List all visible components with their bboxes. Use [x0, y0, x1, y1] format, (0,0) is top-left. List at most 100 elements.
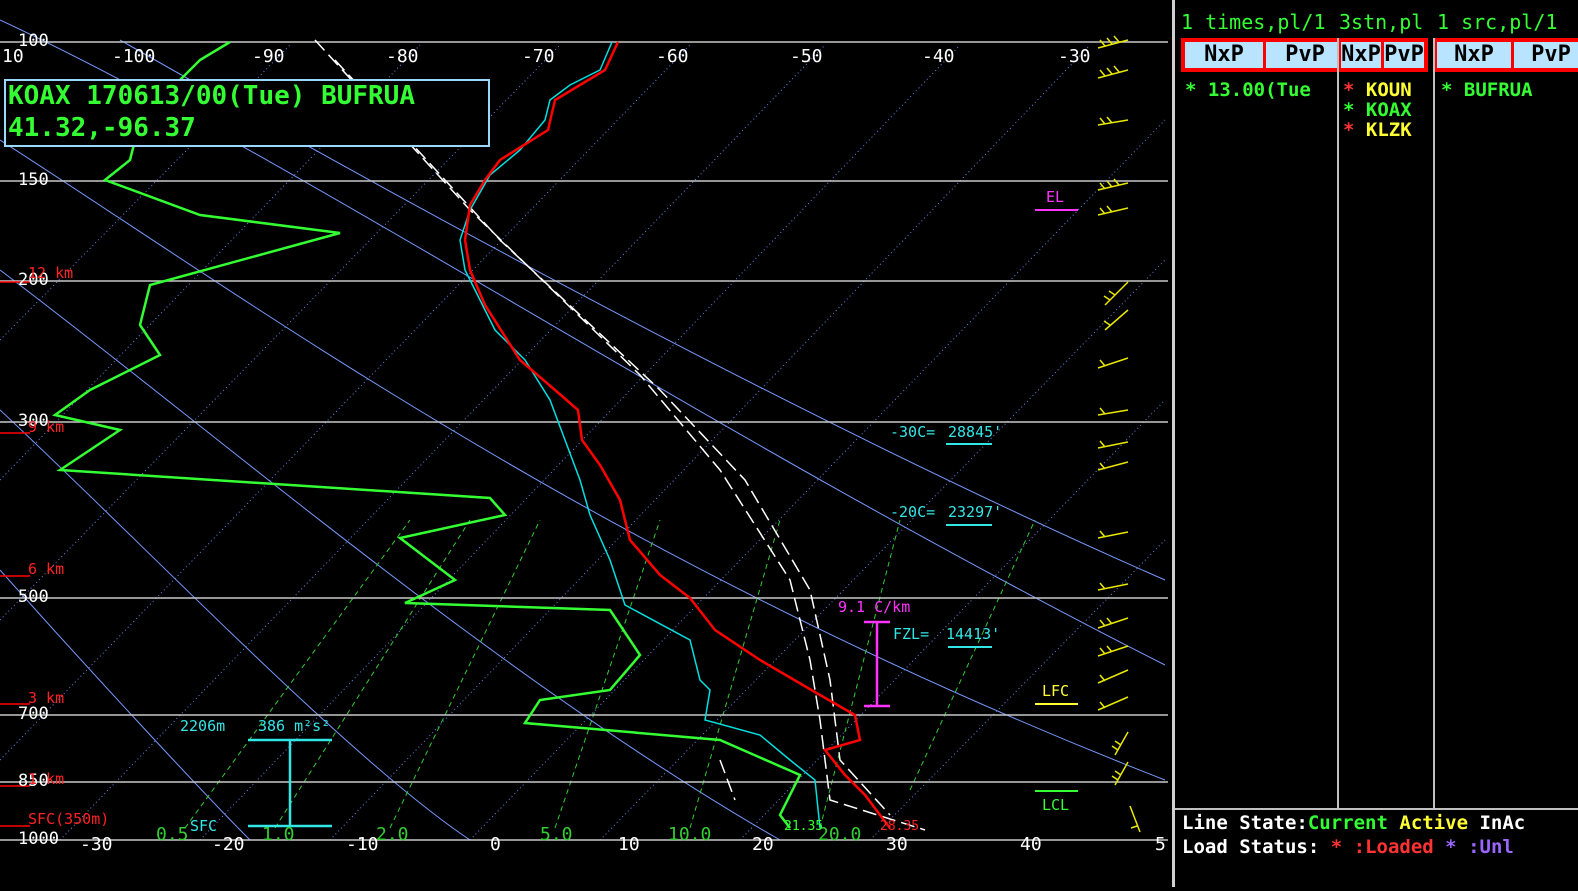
times-list: * 13.00(Tue	[1185, 80, 1311, 100]
height-ticks	[0, 281, 30, 827]
lapse-rate-label: 9.1 C/km	[838, 598, 910, 616]
mixing-ratio-label: 0.5	[156, 824, 189, 845]
annotations: EL LFC LCL -30C= 28845' -20C= 23297' FZL…	[180, 188, 1069, 835]
bullet: *	[1330, 836, 1343, 858]
wind-barbs	[1097, 35, 1141, 833]
bullet: *	[1343, 99, 1355, 121]
line-state-active: Active	[1399, 812, 1469, 834]
bottom-temp-labels: -30 -20 -10 0 10 20 30 40 5	[80, 834, 1166, 855]
top-temp-label: -40	[922, 46, 955, 67]
minus20-value: 23297'	[948, 503, 1002, 521]
top-temp-label: -70	[522, 46, 555, 67]
stations-buttons: NxP PvP	[1337, 38, 1428, 72]
sources-next-button[interactable]: NxP	[1437, 42, 1511, 68]
dewpoint-trace	[459, 41, 821, 829]
top-temp-label: -80	[386, 46, 419, 67]
top-temp-label: 10	[2, 46, 24, 67]
stations-prev-button[interactable]: PvP	[1384, 42, 1424, 68]
top-temp-label: -90	[252, 46, 285, 67]
bullet: *	[1445, 836, 1457, 858]
station-item: KOAX	[1365, 99, 1412, 121]
station-item: KLZK	[1365, 119, 1412, 141]
mixing-ratio-lines	[184, 519, 1036, 829]
time-item: 13.00(Tue	[1207, 79, 1311, 101]
bullet: *	[1343, 119, 1355, 141]
line-state-row: Line State:Current Active InAc	[1182, 812, 1525, 834]
bottom-temp-label: -10	[346, 834, 379, 855]
height-label: 9 km	[28, 418, 64, 436]
pressure-label: 100	[18, 31, 49, 51]
top-temp-labels: 10 -100 -90 -80 -70 -60 -50 -40 -30	[2, 46, 1091, 67]
pressure-label: 1000	[18, 829, 59, 849]
height-label: 1 km	[28, 770, 64, 788]
bottom-temp-label: 5	[1155, 834, 1166, 855]
height-label: 3 km	[28, 689, 64, 707]
line-state-inactive: InAc	[1479, 812, 1526, 834]
station-line-2: 41.32,-96.37	[8, 113, 196, 143]
fzl-value: 14413'	[946, 625, 1000, 643]
load-loaded: :Loaded	[1353, 836, 1434, 858]
bottom-temp-label: -20	[212, 834, 245, 855]
bottom-temp-label: -30	[80, 834, 113, 855]
pressure-labels: 100 150 200 300 500 700 850 1000	[18, 31, 59, 849]
load-unloaded: :Unl	[1468, 836, 1514, 858]
control-panel: 1 times,pl/1 3stn,pl 1 src,pl/1 NxP PvP …	[1172, 0, 1578, 887]
list-item[interactable]: * KOUN	[1343, 80, 1412, 100]
skewt-plot[interactable]: KOAX 170613/00(Tue) BUFRUA 41.32,-96.37 …	[0, 0, 1170, 887]
load-status-row: Load Status: * :Loaded * :Unl	[1182, 836, 1514, 858]
station-box	[4, 79, 490, 147]
line-state-current: Current	[1307, 812, 1388, 834]
list-item[interactable]: * BUFRUA	[1441, 80, 1533, 100]
sfc-temp-label: 28.35	[880, 819, 919, 834]
sources-header: 1 src,pl/1	[1437, 10, 1558, 34]
height-label: 12 km	[28, 264, 73, 282]
bullet: *	[1185, 79, 1197, 101]
column-divider	[1337, 38, 1339, 808]
helicity-bar	[248, 738, 332, 828]
sources-buttons: NxP PvP	[1433, 38, 1578, 72]
wetbulb-trace	[52, 40, 802, 829]
skewt-svg: KOAX 170613/00(Tue) BUFRUA 41.32,-96.37 …	[0, 19, 1168, 855]
bottom-temp-label: 40	[1020, 834, 1042, 855]
list-item[interactable]: * KLZK	[1343, 120, 1412, 140]
times-buttons: NxP PvP	[1181, 38, 1348, 72]
minus30-value: 28845'	[948, 423, 1002, 441]
load-status-label: Load Status:	[1182, 836, 1320, 858]
station-item: KOUN	[1365, 79, 1412, 101]
bullet: *	[1343, 79, 1355, 101]
times-next-button[interactable]: NxP	[1185, 42, 1263, 68]
bullet: *	[1441, 79, 1453, 101]
pressure-label: 200	[18, 270, 49, 290]
times-prev-button[interactable]: PvP	[1266, 42, 1344, 68]
minus30-label: -30C=	[890, 423, 935, 441]
mixing-ratio-label: 5.0	[540, 824, 573, 845]
bottom-temp-label: 30	[886, 834, 908, 855]
height-label: 6 km	[28, 560, 64, 578]
mixing-ratio-labels: 0.5 1.0 2.0 5.0 10.0 20.0	[156, 824, 861, 845]
lfc-label: LFC	[1042, 682, 1069, 700]
stations-next-button[interactable]: NxP	[1341, 42, 1381, 68]
bottom-temp-label: 0	[490, 834, 501, 855]
lapse-rate-bar	[864, 620, 890, 708]
bottom-temp-label: 10	[618, 834, 640, 855]
sfc-dewpoint-label: 21.35	[784, 819, 823, 834]
column-divider	[1433, 38, 1435, 808]
status-divider	[1175, 808, 1578, 810]
pressure-label: 850	[18, 771, 49, 791]
mixing-ratio-label: 1.0	[262, 824, 295, 845]
pressure-label: 300	[18, 411, 49, 431]
el-label: EL	[1046, 188, 1064, 206]
top-temp-label: -50	[790, 46, 823, 67]
station-line-1: KOAX 170613/00(Tue) BUFRUA	[8, 81, 415, 111]
times-header: 1 times,pl/1	[1181, 10, 1326, 34]
height-label: SFC(350m)	[28, 810, 109, 828]
minus20-label: -20C=	[890, 503, 935, 521]
sources-prev-button[interactable]: PvP	[1514, 42, 1578, 68]
bottom-temp-label: 20	[752, 834, 774, 855]
list-item[interactable]: * 13.00(Tue	[1185, 80, 1311, 100]
top-temp-label: -100	[112, 46, 155, 67]
list-item[interactable]: * KOAX	[1343, 100, 1412, 120]
top-temp-label: -30	[1058, 46, 1091, 67]
pressure-label: 700	[18, 704, 49, 724]
mixing-ratio-label: 20.0	[818, 824, 861, 845]
